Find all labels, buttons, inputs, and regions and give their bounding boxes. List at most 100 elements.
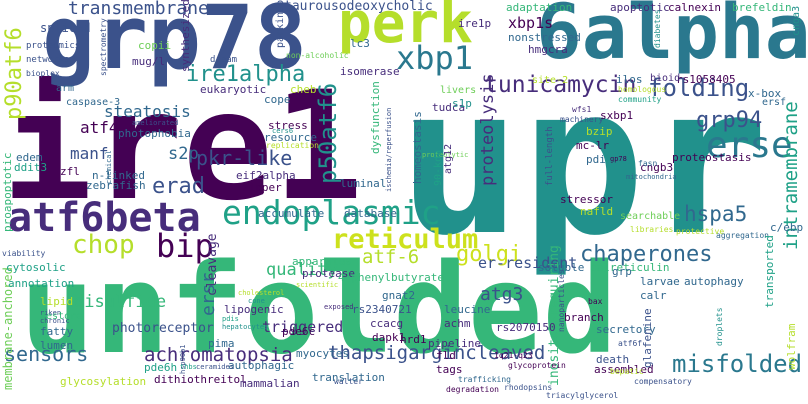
word: atf4 <box>80 118 119 137</box>
word: manf <box>70 144 109 163</box>
word: homeostasis <box>411 111 424 184</box>
word: full-length <box>545 126 555 186</box>
word: tudca <box>432 101 466 114</box>
word: p90atf6 <box>2 27 27 120</box>
word: grp94 <box>696 108 763 133</box>
word: calr <box>640 289 667 302</box>
word: achromatopsia <box>144 344 293 366</box>
word: atg3 <box>480 284 524 305</box>
word: transported <box>763 235 776 308</box>
word: larvae <box>640 275 680 288</box>
word: scientific <box>296 281 339 289</box>
word: dysfunction <box>369 81 382 154</box>
word: adaptation <box>506 1 573 14</box>
word: glycosylation <box>60 375 147 388</box>
word: gnat2 <box>382 289 416 302</box>
word: accumulate <box>258 207 325 220</box>
word: pdis <box>222 315 239 323</box>
word: ire1p <box>458 17 492 30</box>
word: thapsigargincleaved <box>328 342 546 364</box>
word: photophobia <box>118 127 191 140</box>
word: libraries <box>630 225 674 234</box>
word: diabetes <box>653 9 662 48</box>
word: copii <box>138 39 172 52</box>
word: wolfram <box>785 323 798 370</box>
word: 90-kda <box>433 149 444 186</box>
word: sxbp1 <box>600 109 634 122</box>
word: searchable <box>620 211 681 222</box>
word: riken <box>40 309 62 317</box>
word: ire1alpha <box>186 62 306 87</box>
word: proteolysis <box>478 73 498 186</box>
word: er-resident <box>478 254 578 272</box>
word: apoptotic <box>610 1 670 14</box>
word: hspa5 <box>684 202 748 226</box>
word: luminal <box>340 177 387 190</box>
word: death <box>596 353 630 366</box>
word: n-linked <box>92 169 145 182</box>
word: mammalian <box>240 377 300 390</box>
word: misfolded <box>672 350 803 378</box>
word: quality <box>266 260 338 280</box>
word: atf6f <box>618 339 643 348</box>
word: upr <box>398 43 769 281</box>
word: mc-lr <box>576 139 610 152</box>
word: bax <box>588 297 603 306</box>
word: rs2070150 <box>496 321 556 334</box>
word: homologous <box>618 85 667 94</box>
word: gp78 <box>610 155 627 163</box>
word: spliced <box>40 21 91 35</box>
word: bzip <box>586 125 613 138</box>
word: sensors <box>4 342 89 366</box>
word: grp78 <box>42 0 307 89</box>
word: glycoprotein <box>508 361 566 370</box>
word: chronic <box>40 317 70 325</box>
word: perk <box>338 0 473 56</box>
word: erad <box>152 174 205 199</box>
word: eif2alpha <box>236 169 296 182</box>
word: cngb3 <box>640 161 674 174</box>
word: rs1058405 <box>676 73 736 86</box>
word: erse <box>706 125 793 166</box>
word: soluble <box>538 261 585 274</box>
word: lipogenic <box>224 303 284 316</box>
word: exposed <box>324 303 354 311</box>
word: protease <box>302 267 355 280</box>
word: annotation <box>8 277 75 290</box>
word: parkinson <box>275 0 286 48</box>
word: c/ebp <box>770 221 804 234</box>
word: lc3 <box>350 37 370 50</box>
word: disulfide <box>74 292 167 312</box>
word: mug/l <box>132 55 166 68</box>
word: 1q21-q23 <box>494 351 533 360</box>
word: secretory <box>596 323 656 336</box>
word: stress <box>268 119 308 132</box>
word: branch <box>564 311 604 324</box>
word: ire1 <box>2 60 364 234</box>
word: walter <box>334 377 363 386</box>
word: cnga3 <box>791 5 802 36</box>
word: ersf <box>762 97 787 108</box>
word: p50atf6 <box>314 82 342 184</box>
word: pde6h <box>144 361 178 374</box>
word: stressor <box>560 193 613 206</box>
word: cholesterol <box>238 289 285 297</box>
word: rhodopsins <box>504 383 553 392</box>
word: calnexin <box>668 1 721 14</box>
word: viability <box>2 249 46 258</box>
word: xbp1s <box>508 14 554 32</box>
word: networks <box>26 55 70 65</box>
word: leucine <box>444 303 491 316</box>
word: hepatocytes <box>222 323 269 331</box>
word: zfl <box>60 165 80 178</box>
word: community <box>618 95 662 104</box>
word: ccacg <box>370 317 404 330</box>
word: pdi <box>586 153 606 166</box>
word: cytosolic <box>6 261 66 274</box>
word: ddit3 <box>14 161 48 174</box>
word: zipper <box>242 181 282 194</box>
word: droplets <box>715 307 724 346</box>
word: fasn <box>638 159 658 168</box>
word: triacylglycerol <box>546 391 619 400</box>
word: bip <box>156 227 214 265</box>
